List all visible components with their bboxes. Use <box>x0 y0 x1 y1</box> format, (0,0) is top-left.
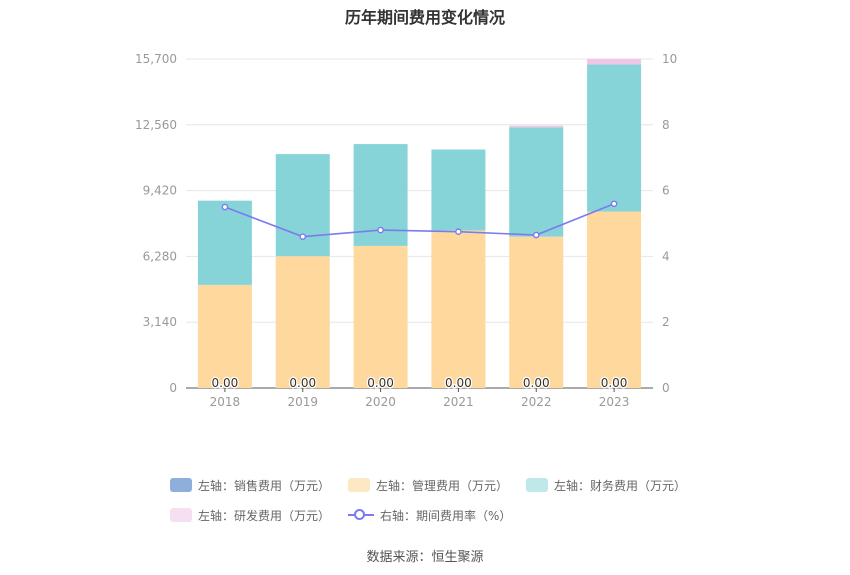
x-tick-label: 2020 <box>365 395 396 409</box>
point-expense-rate <box>610 200 618 208</box>
y-right-tick-label: 8 <box>662 118 670 132</box>
y-right-tick-label: 4 <box>662 249 670 263</box>
y-right-tick-label: 10 <box>662 52 677 66</box>
y-left-tick-label: 12,560 <box>135 118 177 132</box>
bar-mgmt <box>509 236 564 388</box>
legend-item-rd[interactable]: 左轴：研发费用（万元） <box>170 507 330 524</box>
point-expense-rate <box>532 231 540 239</box>
legend-label-mgmt: 左轴：管理费用（万元） <box>376 478 509 493</box>
point-expense-rate <box>455 228 462 236</box>
bar-data-label: 0.00 <box>445 376 472 390</box>
legend-item-rate[interactable]: 右轴：期间费用率（%） <box>348 507 511 524</box>
legend-item-sales[interactable]: 左轴：销售费用（万元） <box>170 477 330 494</box>
legend-swatch-rd <box>170 508 192 522</box>
bar-finance <box>587 64 642 212</box>
bar-finance <box>509 127 564 237</box>
point-expense-rate <box>299 233 307 240</box>
y-right-tick-label: 2 <box>662 315 670 329</box>
x-tick-label: 2022 <box>521 395 552 409</box>
point-expense-rate <box>377 226 384 234</box>
y-right-tick-label: 0 <box>662 381 670 395</box>
legend-label-rate: 右轴：期间费用率（%） <box>380 508 512 523</box>
x-tick-label: 2018 <box>210 395 241 409</box>
y-left-tick-label: 9,420 <box>143 184 177 198</box>
legend-swatch-rate <box>348 508 375 522</box>
bar-finance <box>275 154 330 257</box>
legend-swatch-mgmt <box>348 478 371 492</box>
chart-canvas: 0 0 3,140 2 6,280 4 9,420 6 12,560 8 15,700 10 2018 0… <box>135 52 677 409</box>
legend-swatch-sales <box>170 478 192 492</box>
x-tick-label: 2023 <box>599 395 630 409</box>
y-right-tick-label: 6 <box>662 184 670 198</box>
chart-title: 历年期间费用变化情况 <box>344 8 505 27</box>
legend-label-sales: 左轴：销售费用（万元） <box>198 478 331 493</box>
bar-finance <box>197 200 252 285</box>
y-left-tick-label: 6,280 <box>143 249 177 263</box>
bar-data-label: 0.00 <box>601 376 628 390</box>
legend-item-finance[interactable]: 左轴：财务费用（万元） <box>526 477 686 494</box>
legend-item-mgmt[interactable]: 左轴：管理费用（万元） <box>348 477 508 494</box>
data-source-note: 数据来源：恒生聚源 <box>366 550 484 565</box>
legend-label-rd: 左轴：研发费用（万元） <box>198 508 331 523</box>
bar-data-label: 0.00 <box>523 376 550 390</box>
bar-mgmt <box>275 256 330 388</box>
bar-mgmt <box>353 245 408 388</box>
y-left-tick-label: 3,140 <box>143 315 177 329</box>
point-expense-rate <box>221 203 229 211</box>
bar-finance <box>431 149 486 231</box>
x-tick-label: 2019 <box>287 395 318 409</box>
legend-label-finance: 左轴：财务费用（万元） <box>554 478 687 493</box>
chart-legend: 左轴：销售费用（万元） 左轴：管理费用（万元） 左轴：财务费用（万元） 左轴：研… <box>170 470 730 530</box>
line-expense-rate <box>224 203 615 238</box>
bar-data-label: 0.00 <box>367 376 394 390</box>
y-left-tick-label: 15,700 <box>135 52 177 66</box>
legend-swatch-finance <box>526 478 549 492</box>
bar-mgmt <box>431 230 486 388</box>
bar-rd <box>587 59 642 65</box>
bar-rd <box>509 125 564 128</box>
x-tick-label: 2021 <box>443 395 474 409</box>
bar-mgmt <box>197 284 252 388</box>
bar-data-label: 0.00 <box>212 376 239 390</box>
y-left-tick-label: 0 <box>169 381 177 395</box>
bar-data-label: 0.00 <box>289 376 316 390</box>
bar-mgmt <box>587 211 642 388</box>
